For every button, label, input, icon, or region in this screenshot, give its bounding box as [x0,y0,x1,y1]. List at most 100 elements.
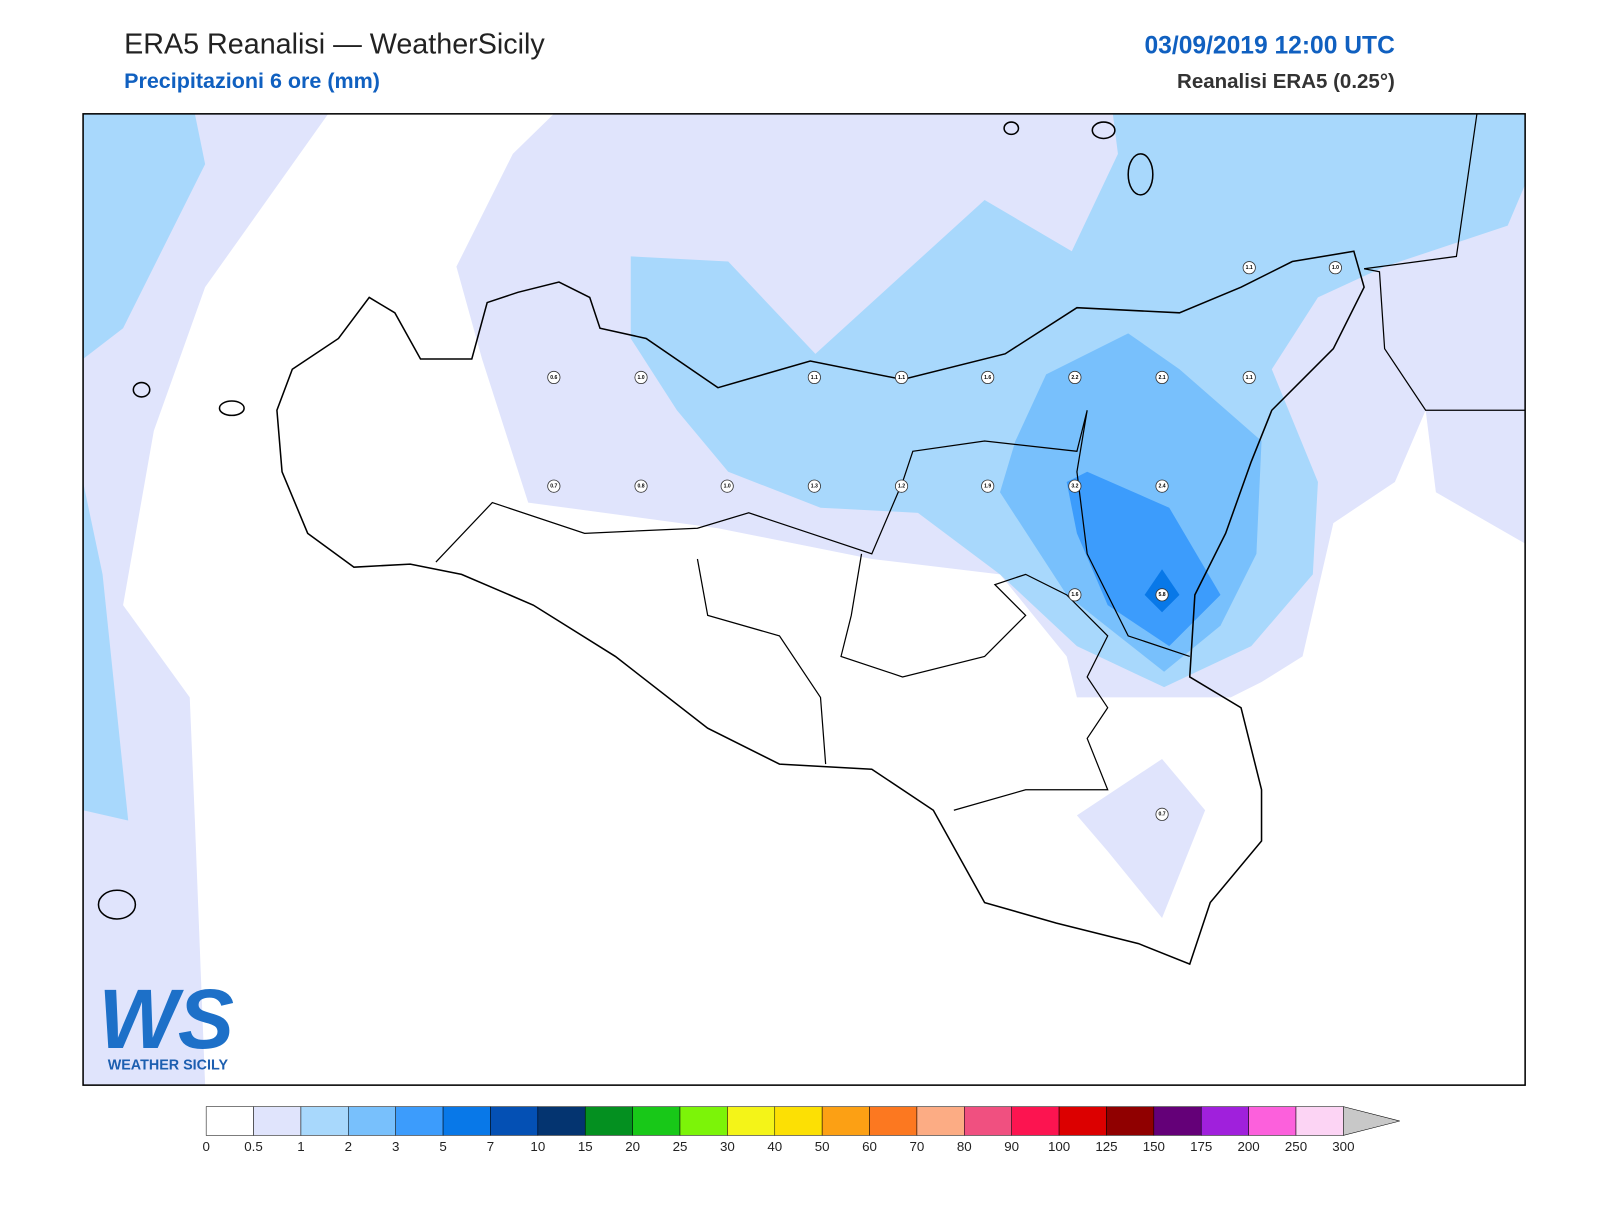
colorbar-tick-label: 2 [345,1139,352,1154]
colorbar-tick-label: 80 [957,1139,972,1154]
station-value: 2.1 [1158,375,1165,381]
colorbar-bin [679,1106,728,1136]
colorbar-tick-label: 60 [862,1139,877,1154]
colorbar-bin [727,1106,776,1136]
map-frame [82,113,1526,1086]
station-marker [894,370,909,384]
field-0-5 [1076,758,1206,918]
colorbar-bin [253,1106,302,1136]
colorbar-tick-label: 25 [673,1139,688,1154]
station-marker [547,479,561,493]
station-marker [547,370,561,384]
station-marker [981,370,995,384]
island [1003,121,1020,136]
station-marker [1068,479,1082,493]
colorbar-tick-label: 30 [720,1139,735,1154]
station-value: 1.9 [984,484,991,490]
province-borders [840,553,1109,811]
station-marker [1242,261,1256,275]
station-marker [1155,370,1169,384]
colorbar-bin [537,1106,586,1136]
station-value: 1.1 [811,375,818,381]
colorbar-bin [300,1106,349,1136]
colorbar-tick-label: 150 [1143,1139,1165,1154]
colorbar-bin [1011,1106,1060,1136]
station-marker [1155,588,1169,602]
map: 0.6 1.0 1.1 1.1 1.6 2.2 2.1 1.1 1.1 1.0 0.7 0.8 1.0 1… [83,113,1526,1086]
island [97,889,137,920]
calabria-coastline [1363,113,1526,411]
colorbar-tick-label: 50 [815,1139,830,1154]
colorbar-bin [964,1106,1012,1136]
station-marker [807,479,821,493]
colorbar-bin [490,1106,539,1136]
datetime: 03/09/2019 12:00 UTC [1144,32,1395,59]
station-value: 0.7 [550,484,557,490]
colorbar-bin [1153,1106,1202,1136]
colorbar-tick-label: 300 [1332,1139,1354,1154]
island [1127,153,1154,196]
station-marker [1242,370,1256,384]
title: ERA5 Reanalisi — WeatherSicily [124,28,545,60]
island [218,400,245,417]
colorbar-tick-label: 5 [439,1139,446,1154]
station-value: 0.7 [1158,812,1165,818]
station-value: 1.0 [637,375,644,381]
station-marker [894,479,909,493]
island [132,381,151,398]
colorbar-bin [205,1106,254,1136]
station-value: 2.2 [1071,375,1078,381]
colorbar-bin [395,1106,444,1136]
colorbar-bin [774,1106,823,1136]
colorbar-bin [821,1106,870,1136]
colorbar-bin [869,1106,918,1136]
colorbar-tick-label: 20 [625,1139,640,1154]
station-marker [1068,370,1082,384]
station-marker [1155,479,1169,493]
station-marker [634,479,648,493]
province-borders [696,558,827,765]
source: Reanalisi ERA5 (0.25°) [1177,70,1395,93]
colorbar-extend [1343,1106,1400,1136]
logo-mark: WS [98,972,233,1066]
colorbar-tick-label: 15 [578,1139,593,1154]
station-value: 0.8 [637,484,644,490]
station-value: 1.1 [898,375,905,381]
colorbar-bin [1106,1106,1155,1136]
colorbar-tick-label: 3 [392,1139,399,1154]
colorbar-tick-label: 70 [910,1139,925,1154]
colorbar-tick-label: 7 [487,1139,494,1154]
station-layer: 0.6 1.0 1.1 1.1 1.6 2.2 2.1 1.1 1.1 1.0 0.7 0.8 1.0 1… [547,261,1342,821]
station-value: 1.3 [811,484,818,490]
colorbar-tick-label: 200 [1237,1139,1259,1154]
colorbar-bin [632,1106,681,1136]
colorbar-tick-label: 125 [1095,1139,1117,1154]
colorbar-tick-label: 175 [1190,1139,1212,1154]
station-value: 3.2 [1071,484,1078,490]
station-marker [981,479,995,493]
colorbar-tick-label: 1 [297,1139,304,1154]
station-value: 1.6 [984,375,991,381]
island [1091,121,1116,140]
field-1 [83,113,206,359]
colorbar-bin [1248,1106,1297,1136]
station-value: 1.0 [724,484,731,490]
colorbar-bin [916,1106,965,1136]
colorbar-bin [584,1106,633,1136]
station-value: 1.6 [1071,592,1078,598]
station-value: 1.1 [1246,265,1253,271]
colorbar-tick-label: 0.5 [244,1139,263,1154]
colorbar-tick-label: 100 [1048,1139,1070,1154]
station-value: 1.1 [1246,375,1253,381]
colorbar-bin [1295,1106,1344,1136]
station-marker [1068,588,1082,602]
sicily-coastline [276,250,1365,966]
station-marker [1155,807,1169,821]
colorbar-tick-label: 250 [1285,1139,1307,1154]
station-value: 5.8 [1158,592,1165,598]
colorbar-tick-label: 90 [1004,1139,1019,1154]
field-1 [83,482,129,821]
colorbar: 0 0.5 1 2 3 5 7 10 15 20 25 30 40 50 60 70 80 90 100 125 150… [202,1106,1400,1154]
colorbar-bin [1058,1106,1107,1136]
